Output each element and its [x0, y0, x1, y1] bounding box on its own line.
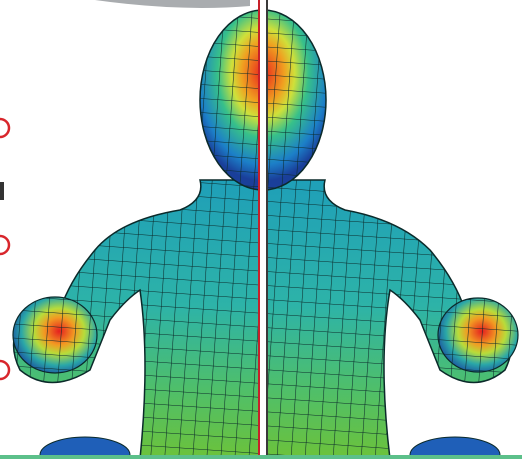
marker-bar: [0, 182, 4, 200]
left-hand-mesh: [13, 297, 97, 373]
marker: [0, 359, 11, 381]
bottom-line: [0, 455, 522, 459]
shadow-arc: [95, 0, 250, 8]
divider-dark: [266, 0, 268, 459]
divider-red: [258, 0, 260, 459]
marker: [0, 234, 11, 256]
divider: [258, 0, 268, 459]
right-hand-mesh: [438, 298, 518, 372]
marker: [0, 117, 11, 139]
